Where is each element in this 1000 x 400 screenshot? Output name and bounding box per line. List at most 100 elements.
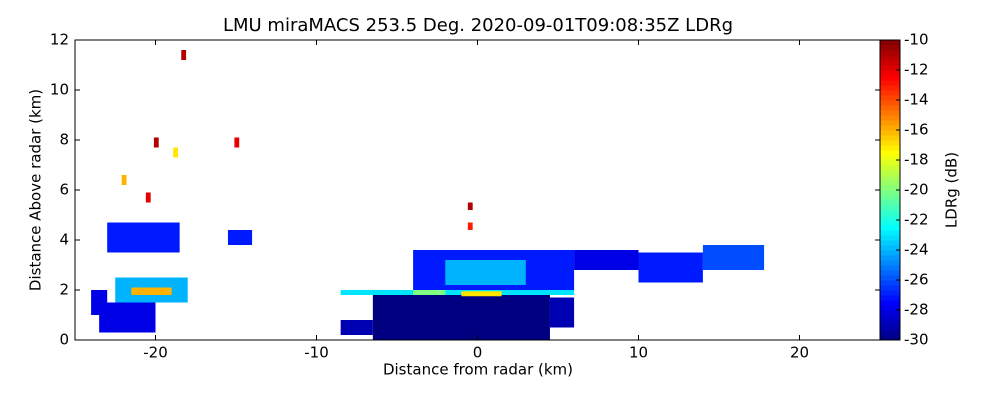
- data-cell: [99, 302, 156, 333]
- colorbar-segment: [880, 275, 900, 281]
- data-cell: [145, 192, 151, 203]
- colorbar-tick-label: -26: [904, 271, 929, 289]
- x-tick-label: 10: [629, 344, 648, 362]
- colorbar-segment: [880, 55, 900, 61]
- colorbar-segment: [880, 110, 900, 116]
- colorbar-segment: [880, 205, 900, 211]
- colorbar-segment: [880, 255, 900, 261]
- data-cell: [227, 230, 253, 245]
- colorbar-segment: [880, 285, 900, 291]
- colorbar-segment: [880, 135, 900, 141]
- data-cell: [173, 147, 179, 158]
- colorbar-segment: [880, 105, 900, 111]
- colorbar-segment: [880, 195, 900, 201]
- colorbar-segment: [880, 265, 900, 271]
- colorbar-segment: [880, 145, 900, 151]
- colorbar-segment: [880, 140, 900, 146]
- colorbar-segment: [880, 230, 900, 236]
- colorbar-segment: [880, 95, 900, 101]
- colorbar-label: LDRg (dB): [943, 152, 961, 228]
- colorbar-segment: [880, 325, 900, 331]
- x-tick-label: -20: [143, 344, 168, 362]
- colorbar-segment: [880, 225, 900, 231]
- colorbar-segment: [880, 90, 900, 96]
- colorbar-segment: [880, 120, 900, 126]
- data-cell: [107, 222, 180, 253]
- colorbar-segment: [880, 305, 900, 311]
- y-tick-label: 0: [59, 331, 69, 349]
- colorbar-segment: [880, 155, 900, 161]
- data-cell: [467, 222, 473, 230]
- data-cell: [574, 250, 639, 270]
- colorbar-tick-label: -28: [904, 301, 929, 319]
- x-axis-label: Distance from radar (km): [383, 361, 573, 379]
- colorbar-segment: [880, 180, 900, 186]
- data-cell: [131, 287, 172, 295]
- colorbar-segment: [880, 150, 900, 156]
- data-cell: [153, 137, 159, 148]
- colorbar-segment: [880, 335, 900, 341]
- colorbar-segment: [880, 125, 900, 131]
- colorbar-tick-label: -10: [904, 31, 929, 49]
- data-cell: [372, 295, 550, 340]
- colorbar-segment: [880, 165, 900, 171]
- y-tick-label: 8: [59, 131, 69, 149]
- data-cell: [340, 320, 373, 335]
- colorbar-segment: [880, 200, 900, 206]
- colorbar-tick-label: -30: [904, 331, 929, 349]
- y-axis-label: Distance Above radar (km): [27, 89, 45, 291]
- colorbar-segment: [880, 280, 900, 286]
- colorbar-segment: [880, 130, 900, 136]
- colorbar-segment: [880, 210, 900, 216]
- data-cell: [234, 137, 240, 148]
- data-cell: [638, 252, 703, 283]
- colorbar-segment: [880, 70, 900, 76]
- colorbar-segment: [880, 295, 900, 301]
- colorbar-segment: [880, 190, 900, 196]
- colorbar-segment: [880, 330, 900, 336]
- colorbar-segment: [880, 185, 900, 191]
- data-cell: [702, 245, 765, 270]
- data-cell: [413, 290, 446, 295]
- colorbar-segment: [880, 100, 900, 106]
- colorbar-segment: [880, 115, 900, 121]
- colorbar-segment: [880, 240, 900, 246]
- data-cell: [91, 290, 108, 315]
- colorbar-segment: [880, 65, 900, 71]
- chart-title: LMU miraMACS 253.5 Deg. 2020-09-01T09:08…: [223, 15, 733, 36]
- data-cell: [445, 260, 526, 285]
- colorbar-segment: [880, 75, 900, 81]
- colorbar-segment: [880, 45, 900, 51]
- colorbar-segment: [880, 300, 900, 306]
- colorbar-segment: [880, 245, 900, 251]
- colorbar-segment: [880, 175, 900, 181]
- colorbar-segment: [880, 315, 900, 321]
- data-cell: [549, 297, 575, 328]
- colorbar-segment: [880, 40, 900, 46]
- colorbar-segment: [880, 260, 900, 266]
- colorbar-segment: [880, 290, 900, 296]
- x-tick-label: 20: [790, 344, 809, 362]
- colorbar-segment: [880, 270, 900, 276]
- colorbar-segment: [880, 50, 900, 56]
- data-cell: [461, 291, 502, 297]
- y-tick-label: 4: [59, 231, 69, 249]
- data-cell: [181, 50, 187, 60]
- colorbar-tick-label: -12: [904, 61, 929, 79]
- colorbar-segment: [880, 310, 900, 316]
- y-tick-label: 6: [59, 181, 69, 199]
- colorbar-segment: [880, 170, 900, 176]
- colorbar-segment: [880, 215, 900, 221]
- colorbar-segment: [880, 320, 900, 326]
- colorbar-tick-label: -22: [904, 211, 929, 229]
- colorbar-tick-label: -18: [904, 151, 929, 169]
- colorbar-tick-label: -20: [904, 181, 929, 199]
- y-tick-label: 10: [50, 81, 69, 99]
- colorbar-segment: [880, 250, 900, 256]
- data-cell: [467, 202, 473, 210]
- colorbar-segment: [880, 85, 900, 91]
- colorbar-tick-label: -24: [904, 241, 929, 259]
- colorbar-tick-label: -14: [904, 91, 929, 109]
- data-cell: [121, 175, 127, 185]
